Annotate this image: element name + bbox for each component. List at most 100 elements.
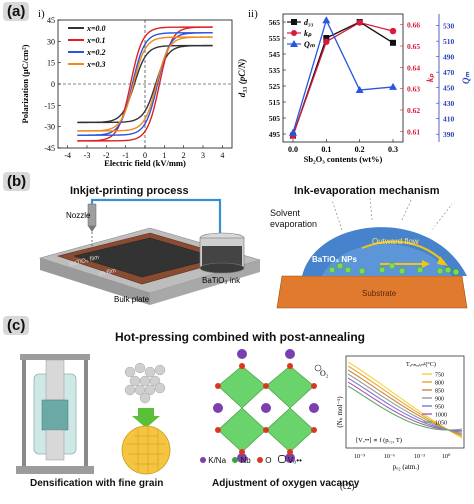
legend-vo: Vₒ•• xyxy=(287,456,302,465)
props-xlabel: Sb₂O₃ contents (wt%) xyxy=(304,154,383,164)
props-marker-2 xyxy=(289,128,297,136)
pt-film-label: Pt film xyxy=(99,268,117,278)
properties-chart: 0.0 0.1 0.2 0.3 Sb₂O₃ contents (wt%) 495 505 51… xyxy=(237,13,471,164)
hyst-xtick-label: 4 xyxy=(220,151,224,160)
props-ytick-label-2: 430 xyxy=(443,99,455,108)
ink-label: BaTiO₃ ink xyxy=(202,276,241,285)
props-ytick-label-0: 495 xyxy=(269,130,281,139)
down-arrow xyxy=(132,408,160,428)
inset-xtick-3: 10⁰ xyxy=(442,453,451,460)
hyst-xlabel: Electric field (kV/mm) xyxy=(104,158,186,168)
props-ytick-label-0: 565 xyxy=(269,18,281,27)
props-frame xyxy=(282,13,404,143)
solvent-label-2: evaporation xyxy=(270,219,317,229)
hotpress-illustration xyxy=(16,354,171,475)
bulk-plate-label: Bulk plate xyxy=(114,295,150,304)
props-ytick-label-2: 510 xyxy=(443,37,455,46)
props-ytick-label-1: 0.64 xyxy=(407,63,420,72)
inset-formula: [Vₒ••] ∝ f (pₒ₂, T) xyxy=(356,437,402,444)
hyst-curve-3-descending xyxy=(77,36,213,132)
powder-particles xyxy=(124,362,166,404)
props-xtick-label: 0.0 xyxy=(288,145,298,154)
inset-legend-label-2: 850 xyxy=(435,389,444,395)
props-marker-1 xyxy=(389,27,397,35)
panel-b-tag: (b) xyxy=(3,172,31,191)
props-marker-2 xyxy=(389,82,397,90)
legend-dot-kna xyxy=(200,457,206,463)
inset-legend-label-4: 950 xyxy=(435,405,444,411)
o2-label: O₂ xyxy=(320,369,329,378)
props-marker-2 xyxy=(355,86,364,94)
props-ytick-label-2: 390 xyxy=(443,130,455,139)
inset-legend-label-3: 900 xyxy=(435,397,444,403)
hyst-ytick-label: 15 xyxy=(47,59,55,68)
hyst-ytick-label: 30 xyxy=(47,37,55,46)
legend-o: O xyxy=(265,456,272,465)
props-ytick-label-1: 0.65 xyxy=(407,42,420,51)
inset-ylabel: (Nₖ mol⁻¹) xyxy=(336,396,344,428)
inset-legend-title: Tₐₙₙₑₐₗᵢₙᵍ(°C) xyxy=(406,361,436,368)
hyst-curve-1-descending xyxy=(77,26,213,142)
legend-dot-vo xyxy=(277,455,286,463)
inset-legend-label-0: 750 xyxy=(435,373,444,379)
crystal-legend: K/Na Nb O Vₒ•• xyxy=(200,455,350,465)
hyst-ytick-label: -30 xyxy=(44,123,55,132)
props-ytick-label-0: 525 xyxy=(269,82,281,91)
substrate-label: Substrate xyxy=(362,289,397,298)
props-ytick-label-1: 0.66 xyxy=(407,21,420,30)
inset-legend-label-6: 1050 xyxy=(435,421,447,427)
hyst-curve-1-ascending xyxy=(77,26,213,142)
crystal-illustration: O₂ xyxy=(213,349,329,463)
props-ytick-label-0: 505 xyxy=(269,114,281,123)
props-marker-0 xyxy=(323,35,330,41)
inkjet-illustration: Nozzle BaTiO₃ ink Bulk plate BaTiO₃ film… xyxy=(38,198,262,305)
hotpress-title: Hot-pressing combined with post-annealin… xyxy=(115,330,366,344)
inset-legend-label-1: 800 xyxy=(435,381,444,387)
props-ytick-label-1: 0.62 xyxy=(407,106,420,115)
densification-caption: Densification with fine grain xyxy=(30,478,164,489)
hyst-curve-0-descending xyxy=(77,44,213,124)
hyst-ytick-label: 45 xyxy=(47,16,55,25)
kna-atoms xyxy=(213,349,319,463)
panel-c-tag: (c) xyxy=(3,316,30,335)
panel-a-sub-i: i) xyxy=(38,8,45,20)
dense-grains xyxy=(121,425,171,475)
hyst-ytick-label: -45 xyxy=(44,144,55,153)
props-legend-label-2: Qₘ xyxy=(304,40,316,49)
inkjet-title: Inkjet-printing process xyxy=(70,185,189,197)
hyst-legend-label-2: x=0.2 xyxy=(86,48,106,57)
props-axis-label-0: d₃₃ (pC/N) xyxy=(237,59,247,98)
props-legend-marker-0 xyxy=(291,19,297,25)
panel-a-tag: (a) xyxy=(3,2,30,21)
hyst-xtick-label: 0 xyxy=(143,151,147,160)
props-ytick-label-2: 530 xyxy=(443,22,455,31)
props-legend-marker-1 xyxy=(291,30,297,36)
legend-nb: Nb xyxy=(240,456,251,465)
props-legend-label-1: kₚ xyxy=(304,29,312,38)
hyst-legend-label-0: x=0.0 xyxy=(86,24,106,33)
props-ytick-label-0: 545 xyxy=(269,50,281,59)
hyst-legend-label-1: x=0.1 xyxy=(86,36,106,45)
oxygen-caption: Adjustment of oxygen vacancy xyxy=(212,478,360,489)
hyst-xtick-label: 3 xyxy=(201,151,205,160)
props-legend-label-0: d₃₃ xyxy=(304,18,314,27)
legend-kna: K/Na xyxy=(208,456,227,465)
props-marker-2 xyxy=(322,16,331,24)
octahedra xyxy=(217,365,315,453)
hyst-xtick-label: -1 xyxy=(122,151,129,160)
hysteresis-chart: -4 -3 -2 -1 0 1 2 3 4 -45 -30 -15 0 15 30 45 Electric fi… xyxy=(20,16,233,168)
props-ytick-label-1: 0.63 xyxy=(407,85,420,94)
props-ytick-label-0: 555 xyxy=(269,34,281,43)
vacancy-inset-chart: (Nₖ mol⁻¹) Tₐₙₙₑₐₗᵢₙᵍ(°C) 750 800 850 900 95… xyxy=(336,355,465,471)
props-xtick-label: 0.2 xyxy=(355,145,365,154)
props-xtick-label: 0.1 xyxy=(321,145,331,154)
inset-xlabel: pₒ₂ (atm.) xyxy=(393,463,420,471)
props-xtick-label: 0.3 xyxy=(388,145,398,154)
o-atoms xyxy=(215,363,317,455)
props-marker-1 xyxy=(323,38,330,45)
hyst-xtick-label: 1 xyxy=(162,151,166,160)
hyst-legend-label-3: x=0.3 xyxy=(86,60,106,69)
props-marker-0 xyxy=(390,39,396,46)
solvent-label-1: Solvent xyxy=(270,208,301,218)
hyst-xtick-label: 2 xyxy=(182,151,186,160)
